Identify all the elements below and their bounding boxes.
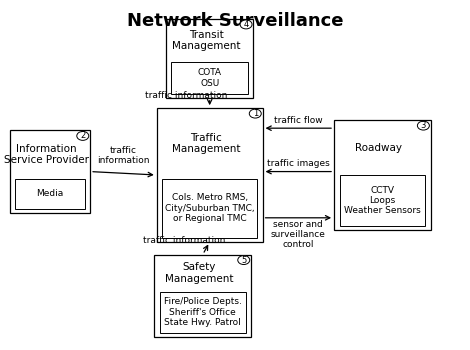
- Text: Roadway: Roadway: [355, 143, 402, 153]
- Text: traffic information: traffic information: [145, 91, 228, 99]
- Text: Information
Service Provider: Information Service Provider: [4, 144, 89, 166]
- Text: Network Surveillance: Network Surveillance: [127, 12, 343, 30]
- Circle shape: [240, 20, 252, 29]
- Circle shape: [417, 121, 430, 130]
- Text: Traffic
Management: Traffic Management: [172, 133, 240, 154]
- Text: traffic flow: traffic flow: [274, 116, 322, 125]
- Text: 5: 5: [241, 256, 246, 265]
- Bar: [160, 292, 246, 333]
- Text: Cols. Metro RMS,
City/Suburban TMC,
or Regional TMC: Cols. Metro RMS, City/Suburban TMC, or R…: [165, 194, 254, 223]
- Bar: [162, 179, 257, 238]
- Text: Fire/Police Depts.
Sheriff's Office
State Hwy. Patrol: Fire/Police Depts. Sheriff's Office Stat…: [164, 297, 242, 327]
- Text: Transit
Management: Transit Management: [172, 30, 240, 51]
- Text: Safety
Management: Safety Management: [165, 262, 233, 284]
- Text: 3: 3: [421, 121, 426, 130]
- Circle shape: [77, 132, 89, 140]
- Circle shape: [238, 256, 250, 265]
- Bar: [172, 62, 248, 94]
- Text: CCTV
Loops
Weather Sensors: CCTV Loops Weather Sensors: [344, 186, 421, 215]
- Text: sensor and
surveillance
control: sensor and surveillance control: [271, 219, 326, 249]
- Text: Media: Media: [36, 189, 63, 198]
- Text: traffic information: traffic information: [143, 236, 226, 245]
- Text: COTA
OSU: COTA OSU: [198, 68, 222, 88]
- Circle shape: [249, 109, 261, 118]
- Bar: [9, 131, 90, 213]
- Bar: [15, 179, 85, 209]
- Bar: [334, 120, 431, 230]
- Bar: [339, 175, 425, 226]
- Bar: [157, 108, 263, 242]
- Text: 4: 4: [243, 20, 249, 29]
- Text: 2: 2: [80, 131, 86, 140]
- Text: 1: 1: [253, 109, 258, 118]
- Text: traffic images: traffic images: [267, 159, 330, 168]
- Bar: [154, 254, 251, 337]
- Bar: [166, 19, 253, 98]
- Text: traffic
information: traffic information: [97, 146, 149, 166]
